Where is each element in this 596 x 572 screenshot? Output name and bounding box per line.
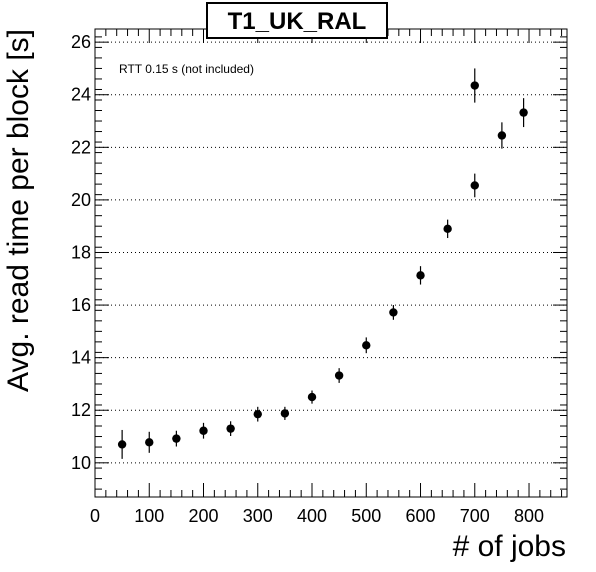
y-tick-label: 24 bbox=[71, 85, 91, 105]
data-point bbox=[226, 424, 235, 433]
x-tick-label: 500 bbox=[351, 506, 381, 526]
title-box bbox=[206, 2, 388, 39]
data-point bbox=[145, 438, 154, 447]
x-tick-label: 600 bbox=[405, 506, 435, 526]
x-tick-label: 300 bbox=[243, 506, 273, 526]
x-tick-label: 100 bbox=[134, 506, 164, 526]
x-tick-label: 400 bbox=[297, 506, 327, 526]
data-points bbox=[117, 68, 528, 459]
data-point bbox=[519, 108, 528, 117]
y-axis-title: Avg. read time per block [s] bbox=[2, 29, 35, 392]
chart-title: T1_UK_RAL bbox=[228, 8, 367, 35]
data-point bbox=[470, 81, 479, 90]
y-tick-label: 22 bbox=[71, 137, 91, 157]
data-point bbox=[280, 409, 290, 418]
data-point bbox=[497, 131, 507, 140]
annotation-text: RTT 0.15 s (not included) bbox=[119, 62, 254, 76]
grid-lines bbox=[95, 41, 567, 464]
y-tick-label: 10 bbox=[71, 453, 91, 473]
x-tick-label: 0 bbox=[90, 506, 100, 526]
y-tick-label: 12 bbox=[71, 400, 91, 420]
x-tick-label: 200 bbox=[188, 506, 218, 526]
tick-labels: 10 12 14 16 18 20 22 24 26 0 100 200 300 400 500 600 700… bbox=[71, 32, 544, 526]
x-axis-title: # of jobs bbox=[453, 530, 566, 563]
data-point bbox=[443, 224, 452, 234]
data-point bbox=[307, 392, 317, 402]
data-point bbox=[199, 426, 208, 435]
data-point bbox=[172, 434, 181, 443]
x-tick-label: 700 bbox=[460, 506, 490, 526]
data-point bbox=[470, 181, 479, 190]
data-point bbox=[253, 409, 262, 419]
y-tick-label: 16 bbox=[71, 295, 91, 315]
data-point bbox=[416, 271, 425, 280]
x-tick-label: 800 bbox=[514, 506, 544, 526]
y-tick-label: 26 bbox=[71, 32, 91, 52]
y-tick-label: 18 bbox=[71, 242, 91, 262]
y-tick-label: 20 bbox=[71, 190, 91, 210]
data-point bbox=[362, 341, 371, 350]
data-point bbox=[334, 371, 344, 380]
data-point bbox=[117, 440, 127, 449]
y-tick-label: 14 bbox=[71, 348, 91, 368]
data-point bbox=[389, 308, 398, 317]
